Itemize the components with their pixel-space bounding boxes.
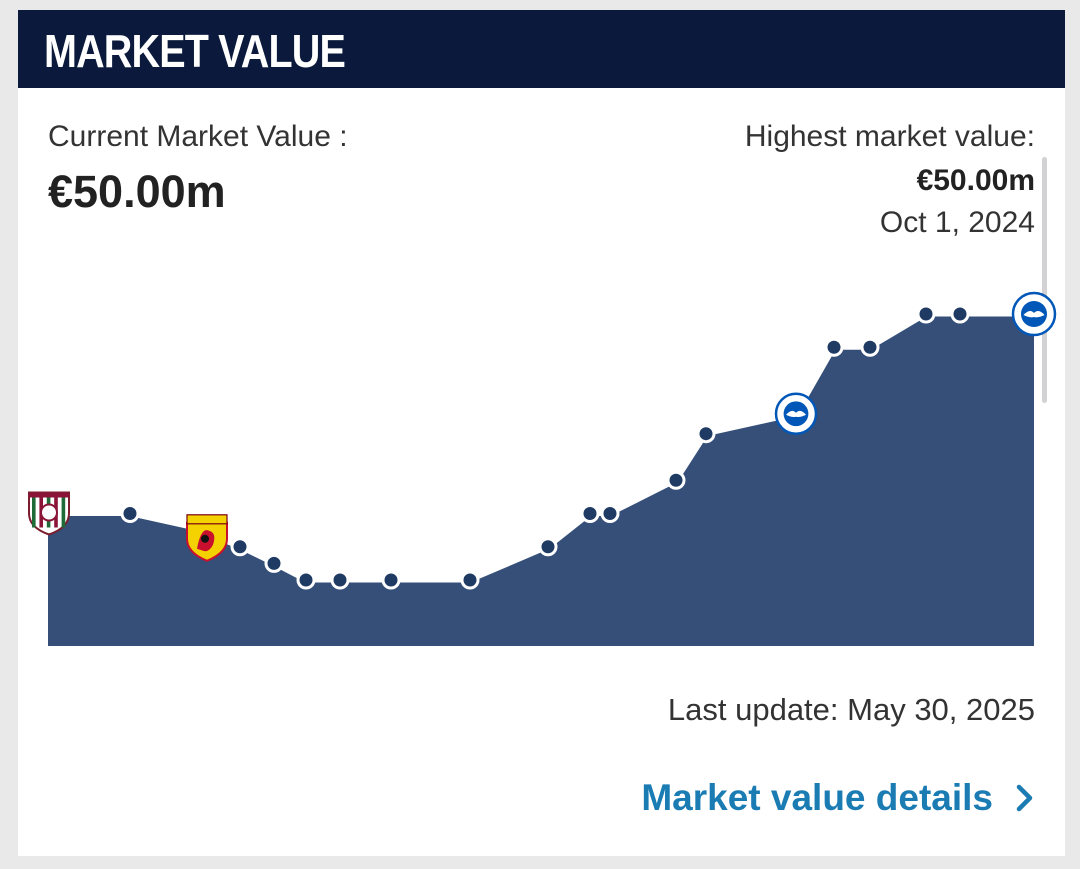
chart-points (28, 291, 1057, 590)
chart-point[interactable] (860, 337, 880, 357)
chart-point[interactable] (696, 424, 716, 444)
chart-point[interactable] (600, 504, 620, 523)
chart-point[interactable] (264, 553, 284, 573)
chart-point[interactable] (580, 504, 600, 523)
chart-point[interactable] (296, 570, 316, 590)
chart-point[interactable] (120, 504, 140, 523)
highest-value-date: Oct 1, 2024 (879, 206, 1035, 239)
current-value: €50.00m (48, 166, 226, 217)
chevron-right-icon (1016, 784, 1033, 812)
chart-point[interactable] (381, 570, 401, 590)
details-link-label: Market value details (641, 777, 993, 818)
fluminense-crest-icon (28, 491, 70, 536)
market-value-chart[interactable] (18, 10, 1065, 670)
chart-area (48, 314, 1034, 646)
watford-crest-icon (186, 514, 228, 562)
chart-point[interactable] (460, 570, 480, 590)
chart-point[interactable] (916, 304, 936, 324)
highest-value-label: Highest market value: (744, 120, 1035, 153)
chart-point[interactable] (666, 470, 686, 490)
scrollbar[interactable] (1042, 157, 1047, 403)
brighton-crest-icon (1011, 291, 1057, 337)
last-update-text: Last update: May 30, 2025 (667, 692, 1035, 727)
chart-point[interactable] (330, 570, 350, 590)
chart-point[interactable] (538, 537, 558, 557)
chart-point[interactable] (824, 337, 844, 357)
brighton-crest-icon (774, 392, 818, 435)
market-value-card: MARKET VALUE Current Market Value : €50.… (18, 10, 1065, 856)
market-value-details-link[interactable]: Market value details (641, 777, 1035, 819)
chart-point[interactable] (230, 537, 250, 557)
card-title: MARKET VALUE (44, 25, 346, 77)
chart-point[interactable] (950, 304, 970, 324)
card-header: MARKET VALUE (18, 10, 1065, 88)
current-value-label: Current Market Value : (48, 120, 348, 153)
highest-value: €50.00m (916, 164, 1035, 197)
